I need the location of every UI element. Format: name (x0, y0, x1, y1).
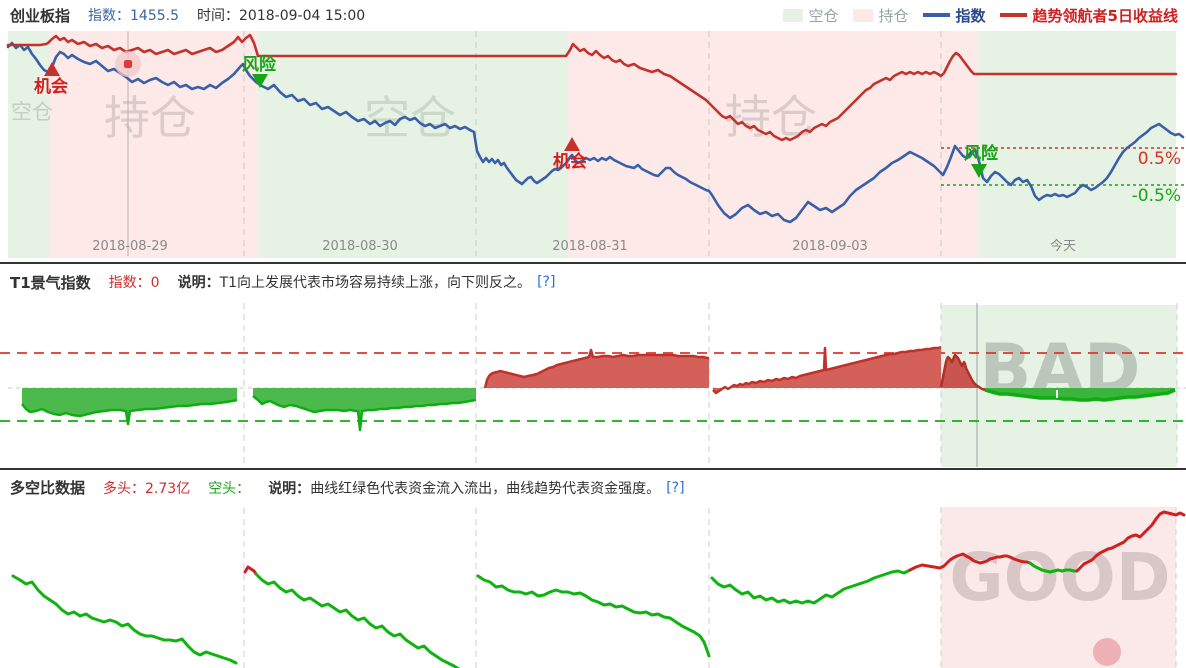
outflow-seg-1 (11, 574, 238, 665)
zone-band (8, 31, 50, 258)
signal-dot-marker-core (124, 60, 132, 68)
long-value: 2.73亿 (145, 480, 191, 497)
long-value-group: 多头：2.73亿 (103, 478, 190, 498)
empty-position-swatch-icon (782, 8, 803, 22)
main-header: 创业板指 指数：1455.5 时间：2018-09-04 15:00 空仓 持仓… (0, 0, 1186, 30)
t1-red-area-2-edge (712, 345, 942, 395)
t1-red-area-3-edge (939, 353, 986, 392)
inflow-seg-5 (1075, 510, 1186, 573)
opportunity-marker-1 (44, 62, 60, 76)
threshold-label: 0.5% (1138, 149, 1181, 169)
risk-label-1: 风险 (242, 54, 277, 75)
trend-line (6, 33, 1178, 142)
holding-position-swatch-icon (852, 8, 873, 22)
opportunity-label-1: 机会 (34, 76, 68, 97)
t1-desc-label: 说明： (177, 275, 220, 291)
t1-panel-title: T1景气指数 (10, 273, 91, 292)
opportunity-marker-2 (564, 137, 580, 151)
legend-item-empty-position[interactable]: 空仓 (782, 5, 839, 26)
threshold-label: -0.5% (1132, 186, 1181, 206)
time-value: 2018-09-04 15:00 (239, 8, 366, 24)
t1-help-link[interactable]: [?] (537, 274, 556, 290)
date-label: 2018-08-29 (92, 239, 168, 254)
long-short-chart: GOOD (0, 505, 1186, 668)
main-panel-title: 创业板指 (10, 6, 71, 25)
t1-desc-text: T1向上发展代表市场容易持续上涨，向下则反之。 (219, 275, 532, 291)
legend-label: 指数 (955, 6, 986, 25)
watermark-text: GOOD (949, 539, 1170, 616)
t1-index-chart: BAD (0, 300, 1186, 469)
chart-legend: 空仓 持仓 指数 趋势领航者5日收益线 (782, 5, 1186, 26)
watermark-text: 空仓 (11, 100, 53, 124)
zone-band (50, 31, 258, 258)
t1-index-group: 指数：0 (109, 272, 160, 292)
outflow-seg-3 (476, 574, 711, 658)
opportunity-label-2: 机会 (553, 151, 587, 172)
t1-index-value: 0 (150, 275, 160, 291)
watermark-text: 空仓 (364, 91, 456, 145)
t1-canvas: BAD (0, 303, 1186, 467)
zone-band (977, 31, 1176, 258)
t1-header: T1景气指数 指数：0 说明：T1向上发展代表市场容易持续上涨，向下则反之。 [… (0, 262, 1186, 300)
ratio-header: 多空比数据 多头：2.73亿 空头： 说明：曲线红绿色代表资金流入流出，曲线趋势… (0, 468, 1186, 505)
watermark-text: 持仓 (725, 90, 817, 144)
t1-red-area-1-edge (483, 348, 709, 389)
t1-red-area-3 (941, 355, 985, 390)
legend-label: 趋势领航者5日收益线 (1032, 6, 1178, 25)
date-label: 2018-08-31 (552, 239, 628, 254)
outflow-seg-4 (710, 568, 912, 605)
date-label: 今天 (1050, 238, 1076, 254)
zone-band (568, 31, 977, 258)
long-label: 多头： (103, 480, 146, 497)
pink-dot-marker (1093, 638, 1121, 666)
risk-marker-1 (252, 74, 268, 88)
index-trend-chart: 空仓 持仓 空仓 持仓 0.5% -0.5% 机会 风险 机会 风险 2018-08-29 2018-… (0, 30, 1186, 260)
short-value-group: 空头： (208, 478, 250, 498)
ratio-canvas: GOOD (11, 507, 1186, 668)
index-value-group: 指数：1455.5 (88, 5, 179, 25)
time-label: 时间： (197, 8, 240, 24)
inflow-tick-seg-2 (243, 565, 258, 576)
ratio-panel-title: 多空比数据 (10, 479, 86, 497)
risk-label-2: 风险 (964, 143, 999, 164)
index-value: 1455.5 (130, 8, 180, 24)
t1-green-tail-edge (984, 388, 1176, 402)
outflow-seg-5 (1028, 561, 1079, 574)
zone-band (941, 305, 1177, 467)
inflow-seg-4 (908, 552, 1032, 572)
index-line (6, 41, 1185, 224)
ratio-help-link[interactable]: [?] (666, 479, 685, 496)
trend-line-swatch-icon (999, 13, 1027, 17)
date-label: 2018-09-03 (792, 239, 868, 254)
zone-band (258, 31, 568, 258)
watermark-text: 持仓 (104, 91, 196, 145)
legend-label: 空仓 (808, 6, 839, 25)
t1-green-area-1-edge (21, 398, 238, 426)
t1-green-area-2-edge (252, 395, 477, 432)
short-label: 空头： (208, 480, 251, 497)
legend-item-index-line[interactable]: 指数 (922, 5, 986, 26)
time-value-group: 时间：2018-09-04 15:00 (197, 5, 365, 25)
legend-label: 持仓 (878, 6, 909, 25)
t1-red-area-1 (485, 350, 709, 388)
t1-index-label: 指数： (108, 275, 151, 291)
risk-marker-2 (971, 164, 987, 178)
legend-item-holding-position[interactable]: 持仓 (852, 5, 909, 26)
ratio-desc-label: 说明： (268, 480, 311, 497)
ratio-desc-text: 曲线红绿色代表资金流入流出，曲线趋势代表资金强度。 (310, 480, 661, 497)
index-line-swatch-icon (922, 13, 950, 17)
t1-green-area-2 (253, 388, 476, 430)
ratio-desc-group: 说明：曲线红绿色代表资金流入流出，曲线趋势代表资金强度。 (268, 478, 660, 498)
legend-item-trend-line[interactable]: 趋势领航者5日收益线 (999, 5, 1178, 26)
outflow-seg-2 (254, 572, 461, 668)
index-label: 指数： (88, 8, 131, 24)
t1-desc-group: 说明：T1向上发展代表市场容易持续上涨，向下则反之。 (178, 272, 531, 292)
date-label: 2018-08-30 (322, 239, 398, 254)
